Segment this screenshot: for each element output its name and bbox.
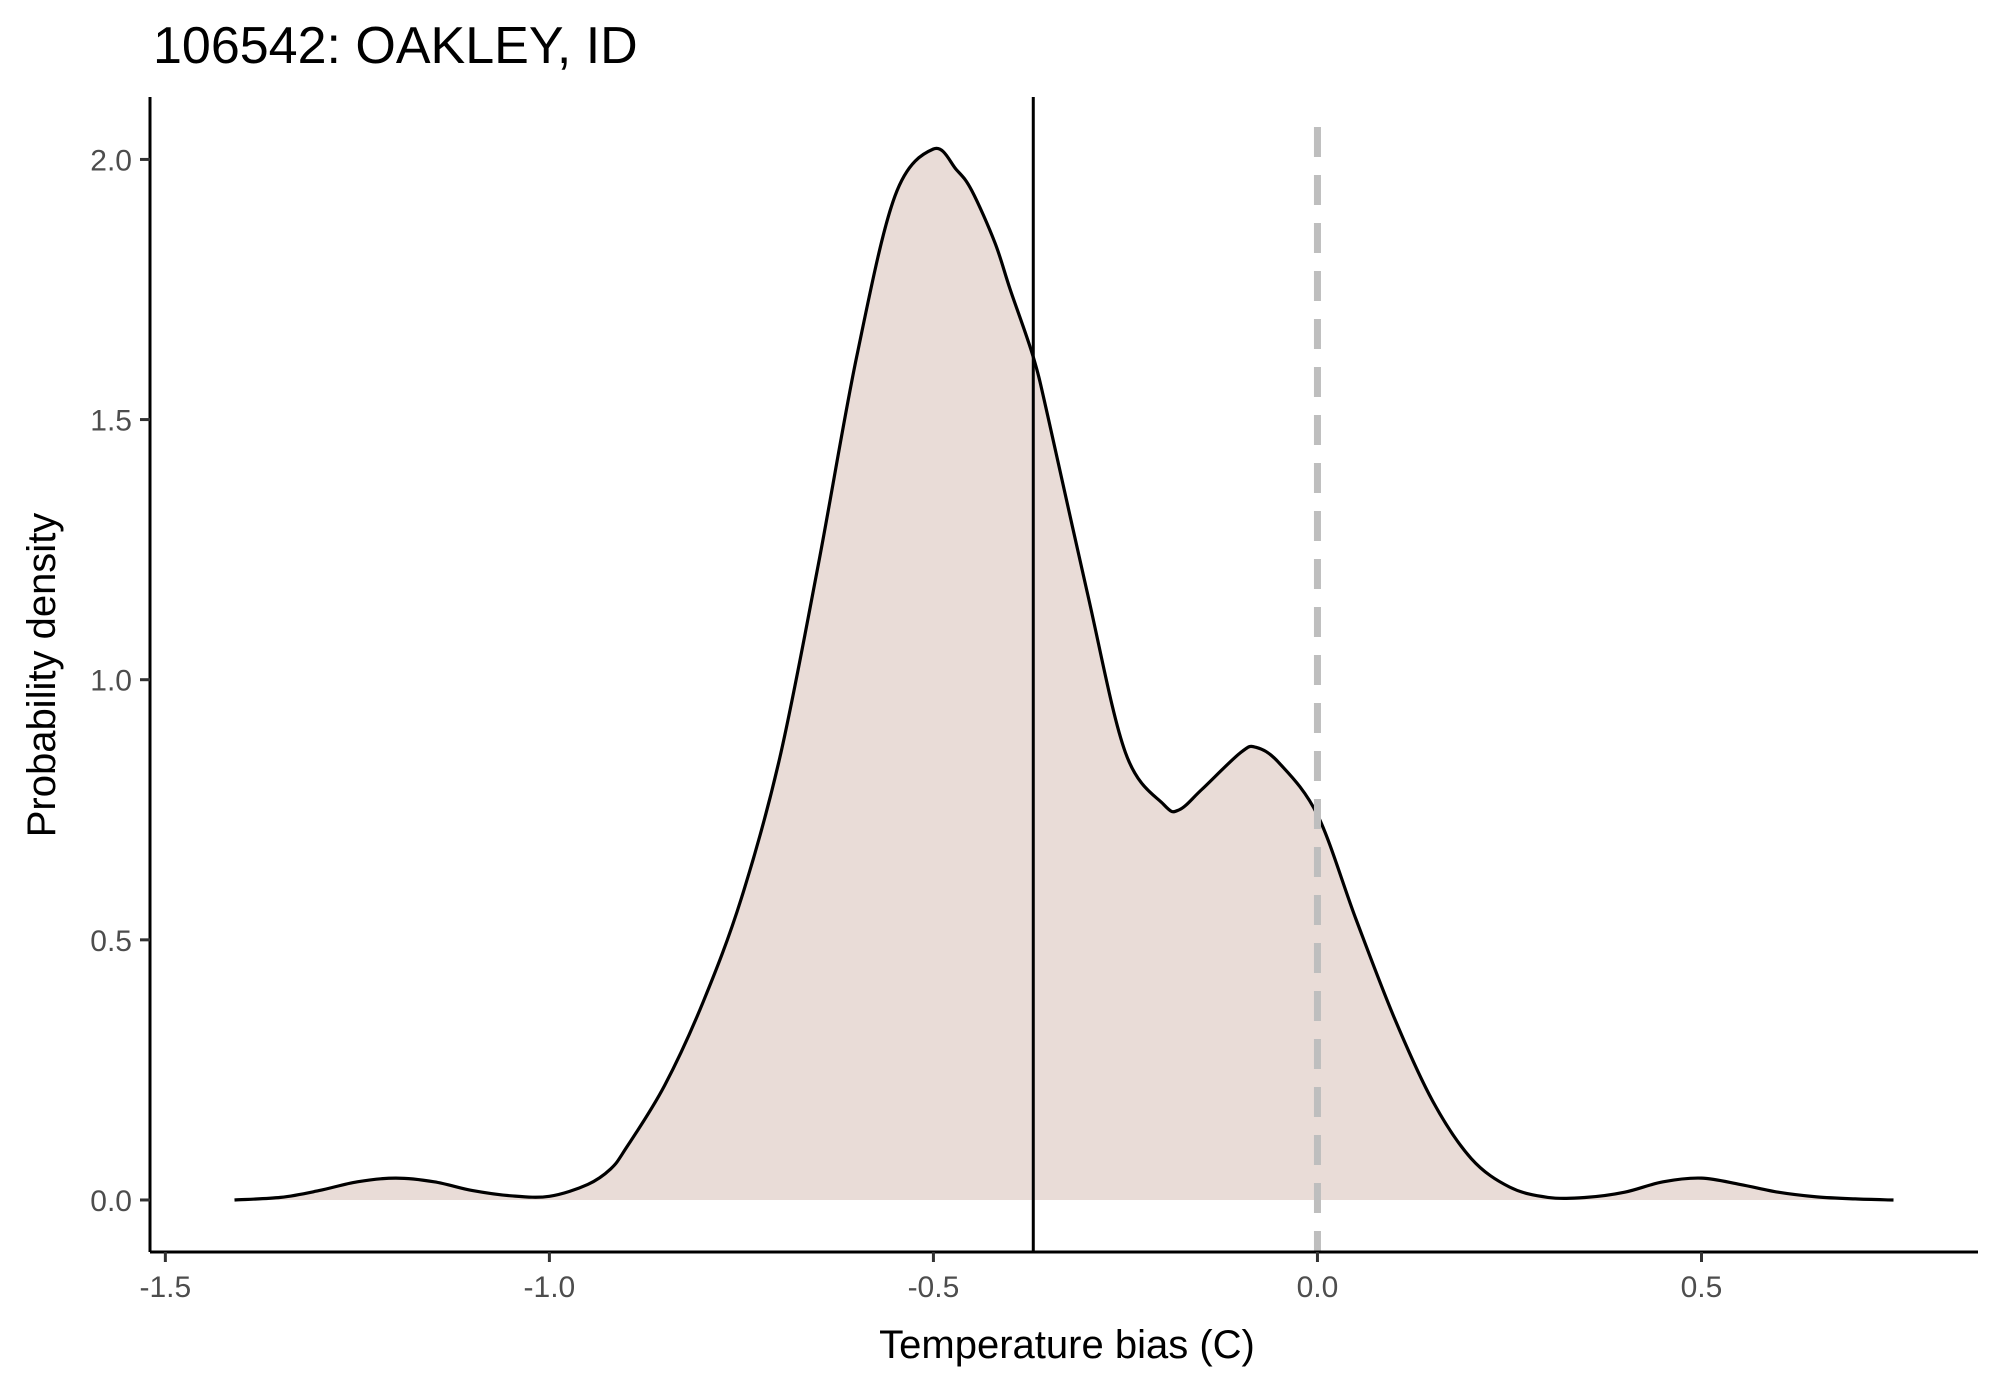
plot-area xyxy=(234,97,1894,1252)
y-tick-label: 1.0 xyxy=(90,665,132,698)
y-tick-label: 0.5 xyxy=(90,925,132,958)
y-tick-label: 0.0 xyxy=(90,1185,132,1218)
y-tick-label: 1.5 xyxy=(90,405,132,438)
x-tick-label: -0.5 xyxy=(908,1271,960,1304)
x-tick-label: 0.5 xyxy=(1681,1271,1723,1304)
y-axis-title: Probability density xyxy=(20,513,64,838)
x-tick-label: -1.5 xyxy=(140,1271,192,1304)
axes: -1.5 -1.0 -0.5 0.0 0.5 0.0 0.5 1.0 1.5 2.0 xyxy=(90,97,1978,1304)
x-tick-label: 0.0 xyxy=(1297,1271,1339,1304)
x-tick-label: -1.0 xyxy=(524,1271,576,1304)
density-area-0 xyxy=(234,148,1894,1200)
x-axis-title: Temperature bias (C) xyxy=(879,1323,1255,1367)
chart-title: 106542: OAKLEY, ID xyxy=(153,17,638,75)
y-tick-label: 2.0 xyxy=(90,144,132,177)
